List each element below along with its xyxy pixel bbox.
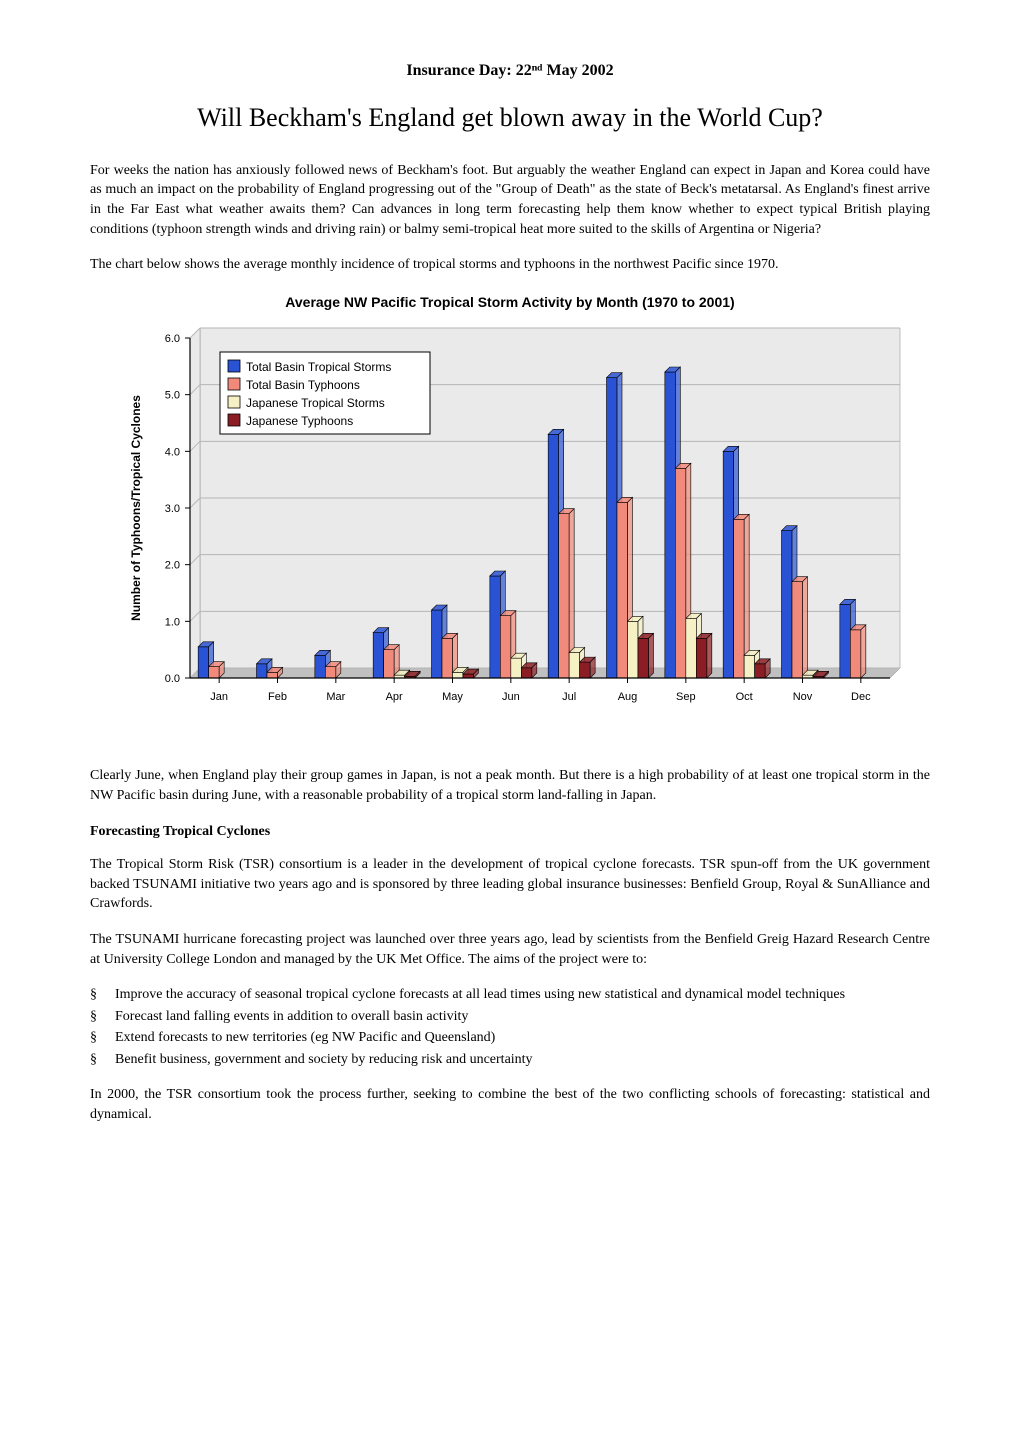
svg-text:Aug: Aug <box>618 691 638 703</box>
bullet-marker: § <box>90 1007 97 1027</box>
bullet-text: Benefit business, government and society… <box>115 1050 930 1070</box>
bullet-text: Improve the accuracy of seasonal tropica… <box>115 985 930 1005</box>
list-item: § Forecast land falling events in additio… <box>90 1007 930 1027</box>
bullet-list: § Improve the accuracy of seasonal tropic… <box>90 985 930 1069</box>
svg-text:0.0: 0.0 <box>165 673 180 685</box>
svg-text:2.0: 2.0 <box>165 560 180 572</box>
paragraph-3: Clearly June, when England play their gr… <box>90 766 930 805</box>
svg-text:Sep: Sep <box>676 691 696 703</box>
document-super-title: Insurance Day: 22ⁿᵈ May 2002 <box>90 60 930 82</box>
paragraph-1: For weeks the nation has anxiously follo… <box>90 161 930 239</box>
svg-text:Jul: Jul <box>562 691 576 703</box>
svg-text:Jun: Jun <box>502 691 520 703</box>
list-item: § Improve the accuracy of seasonal tropic… <box>90 985 930 1005</box>
paragraph-2: The chart below shows the average monthl… <box>90 255 930 275</box>
svg-text:3.0: 3.0 <box>165 503 180 515</box>
bullet-marker: § <box>90 1050 97 1070</box>
svg-text:Feb: Feb <box>268 691 287 703</box>
bullet-text: Forecast land falling events in addition… <box>115 1007 930 1027</box>
list-item: § Benefit business, government and societ… <box>90 1050 930 1070</box>
list-item: § Extend forecasts to new territories (eg… <box>90 1028 930 1048</box>
svg-text:1.0: 1.0 <box>165 617 180 629</box>
svg-text:Apr: Apr <box>386 691 403 703</box>
svg-text:Oct: Oct <box>736 691 753 703</box>
svg-text:Japanese Typhoons: Japanese Typhoons <box>246 414 353 428</box>
svg-text:4.0: 4.0 <box>165 447 180 459</box>
bullet-marker: § <box>90 985 97 1005</box>
svg-text:Total Basin Tropical Storms: Total Basin Tropical Storms <box>246 360 391 374</box>
document-main-title: Will Beckham's England get blown away in… <box>90 100 930 136</box>
svg-text:Mar: Mar <box>326 691 345 703</box>
svg-text:Nov: Nov <box>793 691 813 703</box>
bullet-marker: § <box>90 1028 97 1048</box>
svg-text:May: May <box>442 691 463 703</box>
svg-text:6.0: 6.0 <box>165 333 180 345</box>
svg-text:Dec: Dec <box>851 691 871 703</box>
svg-text:Japanese Tropical Storms: Japanese Tropical Storms <box>246 396 385 410</box>
bar-chart: 0.0 1.0 2.0 3.0 4.0 5.0 6.0 Jan Feb Mar Apr May Jun J… <box>100 318 920 738</box>
chart-container: Average NW Pacific Tropical Storm Activi… <box>90 293 930 739</box>
chart-title: Average NW Pacific Tropical Storm Activi… <box>90 293 930 313</box>
bullet-text: Extend forecasts to new territories (eg … <box>115 1028 930 1048</box>
section-heading-forecasting: Forecasting Tropical Cyclones <box>90 822 930 842</box>
paragraph-5: The TSUNAMI hurricane forecasting projec… <box>90 930 930 969</box>
svg-text:Number of Typhoons/Tropical Cy: Number of Typhoons/Tropical Cyclones <box>129 395 143 621</box>
paragraph-6: In 2000, the TSR consortium took the pro… <box>90 1085 930 1124</box>
paragraph-4: The Tropical Storm Risk (TSR) consortium… <box>90 855 930 914</box>
svg-text:Jan: Jan <box>210 691 228 703</box>
svg-text:Total Basin Typhoons: Total Basin Typhoons <box>246 378 360 392</box>
svg-text:5.0: 5.0 <box>165 390 180 402</box>
